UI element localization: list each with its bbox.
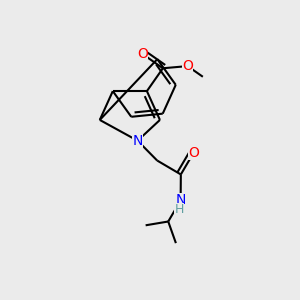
Text: O: O: [137, 47, 148, 61]
Text: N: N: [176, 194, 186, 207]
Text: N: N: [132, 134, 143, 148]
Text: O: O: [188, 146, 199, 161]
Text: H: H: [174, 203, 184, 216]
Text: O: O: [182, 59, 193, 73]
